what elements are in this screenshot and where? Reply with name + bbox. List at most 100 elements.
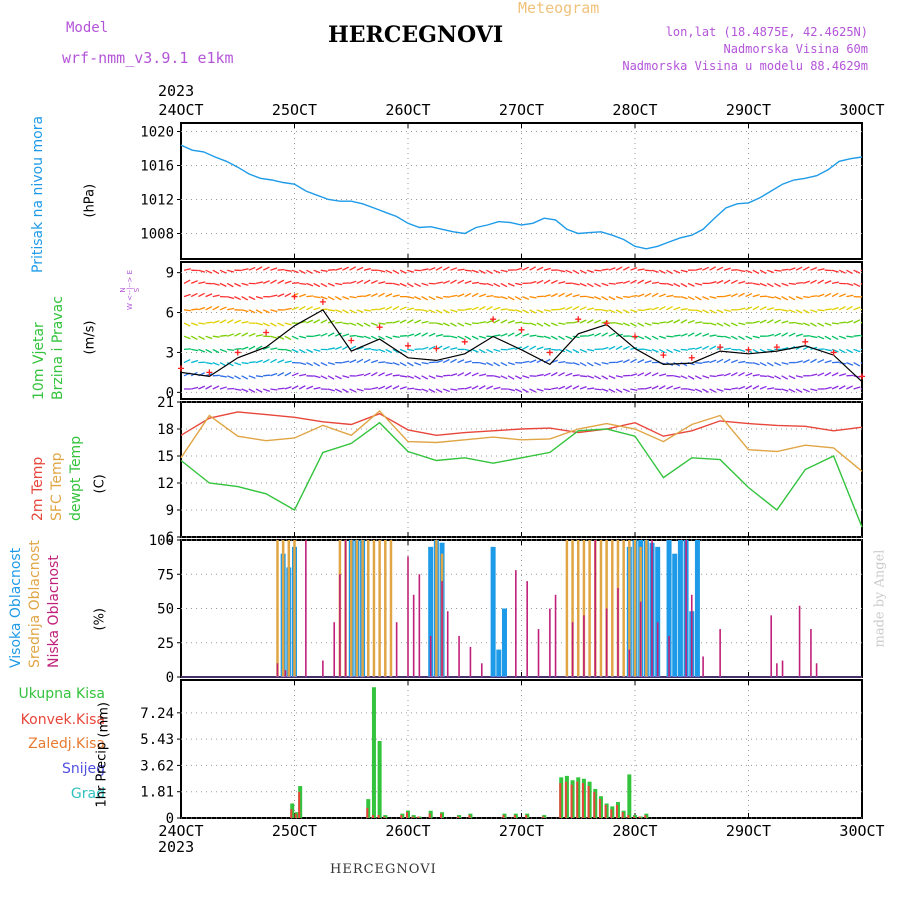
- wind-arrow: [602, 389, 609, 391]
- wind-arrow: [846, 283, 853, 285]
- low-cloud-bar: [583, 615, 585, 677]
- wind-arrow: [508, 333, 514, 336]
- wind-arrow: [335, 347, 341, 350]
- wind-arrow: [350, 281, 357, 283]
- x-tick-label-bottom: 29OCT: [726, 822, 771, 840]
- wind-arrow: [767, 334, 774, 336]
- wind-arrow: [674, 307, 681, 310]
- wind-arrow: [522, 297, 528, 300]
- wind-arrow: [501, 334, 507, 337]
- wind-arrow: [602, 333, 608, 336]
- mid-cloud-bar: [435, 540, 438, 677]
- wind-arrow: [623, 389, 629, 392]
- x-tick-label-bottom: 30OCT: [839, 822, 884, 840]
- wind-arrow: [227, 376, 234, 379]
- y-tick-label: 1016: [140, 159, 174, 175]
- wind-arrow: [580, 307, 586, 310]
- wind-arrow: [623, 267, 629, 270]
- low-cloud-bar: [345, 540, 347, 677]
- wind-arrow: [450, 310, 457, 312]
- wind-arrow: [839, 294, 845, 297]
- wind-arrow: [724, 323, 730, 326]
- wind-arrow: [810, 268, 816, 271]
- wind-arrow: [537, 323, 543, 326]
- wind-arrow: [249, 362, 256, 363]
- wind-arrow: [738, 361, 745, 362]
- temp-ylabel-dewpt: dewpt Temp: [68, 431, 84, 521]
- low-cloud-bar: [810, 629, 812, 677]
- wind-arrow: [191, 361, 198, 363]
- wind-arrow: [458, 294, 464, 297]
- wind-arrow: [767, 308, 774, 310]
- wind-arrow: [832, 349, 838, 352]
- wind-arrow: [306, 320, 312, 323]
- wind-arrow: [789, 310, 795, 313]
- wind-arrow: [508, 297, 514, 300]
- wind-arrow: [746, 294, 752, 297]
- conv-precip-bar: [565, 782, 567, 818]
- wind-arrow: [782, 389, 789, 391]
- wind-arrow: [731, 294, 737, 297]
- conv-precip-bar: [468, 815, 470, 818]
- wind-arrow: [321, 333, 327, 336]
- wind-arrow: [818, 373, 824, 376]
- wind-arrow: [213, 306, 219, 309]
- wind-arrow: [378, 293, 384, 296]
- wind-arrow: [184, 323, 190, 326]
- wind-arrow: [465, 293, 471, 296]
- wind-unit: (m/s): [83, 305, 98, 355]
- wind-arrow: [666, 283, 673, 285]
- cloud-unit: (%): [93, 581, 108, 631]
- conv-precip-bar: [593, 792, 595, 818]
- wind-arrow: [278, 360, 284, 363]
- wind-arrow: [436, 376, 443, 377]
- wind-arrow: [242, 310, 249, 312]
- wind-arrow: [594, 297, 600, 300]
- wind-arrow: [731, 336, 737, 339]
- wind-arrow: [191, 309, 198, 310]
- wind-arrow: [234, 320, 240, 323]
- mid-cloud-bar: [390, 540, 393, 677]
- wind-arrow: [587, 388, 594, 389]
- wind-arrow: [774, 297, 780, 300]
- wind-arrow: [796, 297, 803, 299]
- wind-arrow: [638, 269, 645, 270]
- wind-arrow: [249, 297, 255, 300]
- temp-unit: (C): [93, 444, 108, 494]
- wind-arrow: [566, 294, 572, 297]
- wind-arrow: [436, 267, 442, 270]
- y-tick-label: 3: [166, 345, 174, 361]
- wind-arrow: [767, 349, 774, 351]
- wind-arrow: [522, 334, 529, 336]
- low-cloud-bar: [526, 581, 528, 677]
- wind-arrow: [393, 321, 400, 323]
- wind-arrow: [364, 269, 371, 271]
- wind-arrow: [458, 269, 465, 270]
- wind-arrow: [357, 310, 364, 313]
- wind-arrow: [472, 349, 478, 352]
- x-tick-label-top: 28OCT: [612, 101, 657, 119]
- wind-arrow: [702, 334, 709, 337]
- wind-arrow: [760, 270, 766, 273]
- wind-arrow: [314, 388, 321, 389]
- wind-arrow: [443, 375, 450, 376]
- wind-arrow: [270, 359, 276, 362]
- wind-arrow: [530, 310, 536, 313]
- wind-arrow: [537, 267, 543, 270]
- wind-arrow: [191, 336, 197, 339]
- wind-arrow: [314, 376, 321, 378]
- low-cloud-bar: [657, 622, 659, 677]
- wind-arrow: [256, 376, 263, 377]
- wind-arrow: [414, 320, 420, 323]
- conv-precip-bar: [542, 817, 544, 818]
- wind-arrow: [638, 360, 644, 363]
- pressure-unit: (hPa): [83, 168, 98, 218]
- wind-arrow: [854, 363, 860, 366]
- wind-arrow: [702, 267, 708, 270]
- y-tick-label: 7.24: [140, 706, 174, 722]
- wind-arrow: [594, 376, 600, 379]
- wind-arrow: [594, 333, 600, 336]
- wind-ylabel-2: Brzina i Pravac: [50, 280, 66, 400]
- wind-arrow: [429, 297, 435, 300]
- wind-arrow: [371, 309, 378, 310]
